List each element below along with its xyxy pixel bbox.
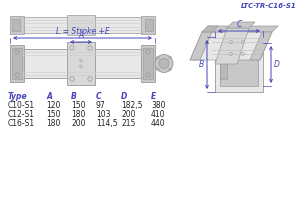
Bar	[12, 48, 22, 79]
Polygon shape	[250, 32, 272, 60]
Text: 215: 215	[121, 119, 135, 128]
Polygon shape	[190, 32, 212, 60]
Circle shape	[155, 54, 173, 72]
Text: A: A	[46, 92, 52, 101]
Text: C: C	[236, 20, 242, 29]
Text: LTC-TR-C16-S1: LTC-TR-C16-S1	[241, 3, 297, 9]
Text: 200: 200	[71, 119, 85, 128]
Bar	[141, 16, 155, 34]
Polygon shape	[190, 32, 272, 60]
Text: E: E	[151, 92, 156, 101]
Text: L = Stroke +E: L = Stroke +E	[56, 27, 110, 36]
Bar	[10, 45, 24, 82]
Text: C10-S1: C10-S1	[8, 101, 35, 110]
Text: C: C	[96, 92, 102, 101]
Text: 410: 410	[151, 110, 166, 119]
Text: 120: 120	[46, 101, 60, 110]
Text: 97: 97	[96, 101, 106, 110]
Text: 150: 150	[46, 110, 61, 119]
Text: Type: Type	[8, 92, 28, 101]
Circle shape	[159, 58, 169, 68]
Text: C12-S1: C12-S1	[8, 110, 35, 119]
Bar	[220, 43, 258, 86]
Text: 114,5: 114,5	[96, 119, 118, 128]
Polygon shape	[202, 26, 278, 32]
Text: D: D	[274, 60, 280, 69]
Polygon shape	[215, 28, 249, 64]
Text: 103: 103	[96, 110, 110, 119]
Bar	[143, 48, 153, 79]
Bar	[22, 49, 143, 78]
Text: C16-S1: C16-S1	[8, 119, 35, 128]
Text: B: B	[71, 92, 77, 101]
Text: 200: 200	[121, 110, 136, 119]
Text: 440: 440	[151, 119, 166, 128]
Text: 380: 380	[151, 101, 166, 110]
Bar	[215, 37, 263, 92]
Bar	[22, 17, 143, 33]
Text: B: B	[199, 60, 204, 69]
Polygon shape	[202, 26, 218, 32]
Bar	[67, 15, 95, 35]
Bar	[145, 19, 153, 31]
Text: 182,5: 182,5	[121, 101, 142, 110]
Text: D: D	[121, 92, 128, 101]
Bar	[220, 50, 227, 79]
Bar	[10, 16, 24, 34]
Text: 180: 180	[46, 119, 60, 128]
Text: A: A	[78, 31, 84, 40]
Bar	[67, 42, 95, 85]
Bar	[12, 19, 20, 31]
Bar	[141, 45, 155, 82]
Text: 180: 180	[71, 110, 85, 119]
Text: 150: 150	[71, 101, 85, 110]
Polygon shape	[227, 22, 255, 28]
